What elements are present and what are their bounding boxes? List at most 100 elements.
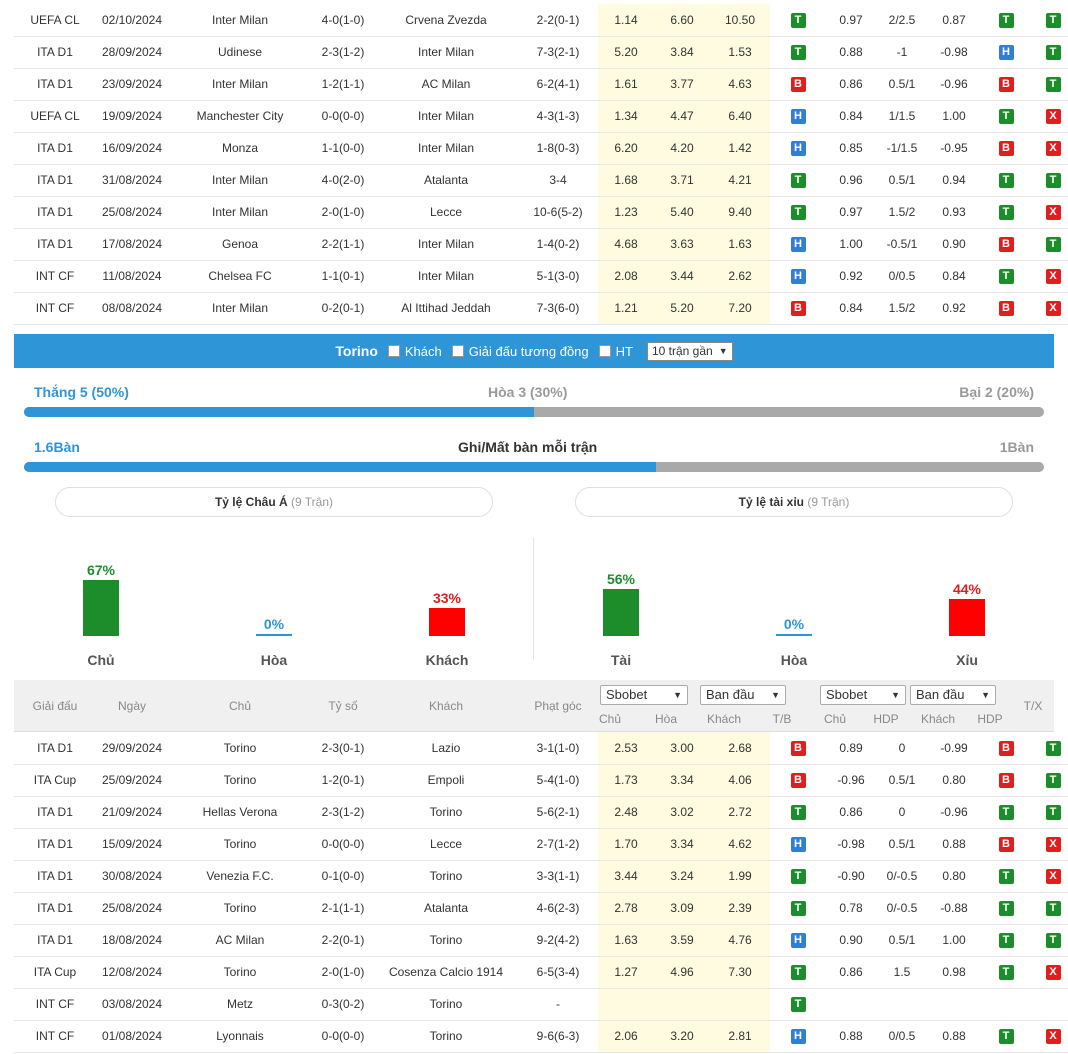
hdp-home-cell: -0.96 <box>826 764 876 797</box>
home-team-cell[interactable]: Genoa <box>168 228 312 261</box>
home-team-cell[interactable]: Torino <box>168 732 312 765</box>
bookmaker-select-2[interactable]: Sbobet ▼ <box>820 685 906 705</box>
bookmaker-select-1[interactable]: Sbobet ▼ <box>600 685 688 705</box>
odds-away-cell: 6.40 <box>710 100 770 133</box>
table-row[interactable]: ITA D1 21/09/2024 Hellas Verona 2-3(1-2) Tor… <box>14 796 1068 829</box>
table-row[interactable]: ITA D1 30/08/2024 Venezia F.C. 0-1(0-0) Tori… <box>14 860 1068 893</box>
away-team-cell[interactable]: Atalanta <box>374 892 518 925</box>
table-row[interactable]: ITA D1 23/09/2024 Inter Milan 1-2(1-1) AC Mi… <box>14 68 1068 101</box>
away-team-cell[interactable]: Inter Milan <box>374 36 518 69</box>
away-team-cell[interactable]: Lecce <box>374 828 518 861</box>
corners-cell: 3-3(1-1) <box>518 860 598 893</box>
hdp-away-cell: -0.96 <box>928 796 980 829</box>
result-badge-cell: T <box>770 4 826 37</box>
odds-home-cell: 1.14 <box>598 4 654 37</box>
home-team-cell[interactable]: Metz <box>168 988 312 1021</box>
hdp-home-cell: 0.84 <box>826 100 876 133</box>
hdp-line-cell: 0/-0.5 <box>876 860 928 893</box>
away-team-cell[interactable]: Inter Milan <box>374 100 518 133</box>
away-checkbox[interactable]: Khách <box>387 344 442 359</box>
hdp-line-cell: 0 <box>876 732 928 765</box>
asian-away-pct: 33% <box>432 590 462 606</box>
away-team-cell[interactable]: Torino <box>374 988 518 1021</box>
hdp-away-cell: 0.98 <box>928 956 980 989</box>
odds-mode-select-1[interactable]: Ban đầu ▼ <box>700 685 786 705</box>
home-team-cell[interactable]: Inter Milan <box>168 68 312 101</box>
table-row[interactable]: ITA D1 17/08/2024 Genoa 2-2(1-1) Inter Milan… <box>14 228 1068 261</box>
away-team-cell[interactable]: Atalanta <box>374 164 518 197</box>
corners-cell: 3-4 <box>518 164 598 197</box>
home-team-cell[interactable]: Inter Milan <box>168 292 312 325</box>
away-team-cell[interactable]: Lecce <box>374 196 518 229</box>
table-row[interactable]: ITA D1 15/09/2024 Torino 0-0(0-0) Lecce 2-7(1… <box>14 828 1068 861</box>
away-team-cell[interactable]: Torino <box>374 860 518 893</box>
table-row[interactable]: UEFA CL 02/10/2024 Inter Milan 4-0(1-0) Crve… <box>14 4 1068 37</box>
home-team-cell[interactable]: Inter Milan <box>168 164 312 197</box>
away-team-cell[interactable]: Inter Milan <box>374 260 518 293</box>
home-team-cell[interactable]: Torino <box>168 828 312 861</box>
date-cell: 01/08/2024 <box>96 1020 168 1053</box>
ou-result-cell <box>1032 988 1068 1021</box>
table-row[interactable]: INT CF 01/08/2024 Lyonnais 0-0(0-0) Torino 9-… <box>14 1020 1068 1053</box>
away-team-cell[interactable]: AC Milan <box>374 68 518 101</box>
table-row[interactable]: ITA D1 16/09/2024 Monza 1-1(0-0) Inter Milan… <box>14 132 1068 165</box>
away-team-cell[interactable]: Inter Milan <box>374 132 518 165</box>
home-team-cell[interactable]: Torino <box>168 764 312 797</box>
ht-checkbox[interactable]: HT <box>598 344 633 359</box>
home-team-cell[interactable]: Inter Milan <box>168 196 312 229</box>
same-league-checkbox[interactable]: Giải đấu tương đồng <box>451 343 589 359</box>
table-row[interactable]: ITA D1 25/08/2024 Torino 2-1(1-1) Atalanta 4-… <box>14 892 1068 925</box>
home-team-cell[interactable]: Monza <box>168 132 312 165</box>
result-badge: T <box>790 901 806 916</box>
result-badge: T <box>1045 933 1061 948</box>
table-row[interactable]: ITA D1 29/09/2024 Torino 2-3(0-1) Lazio 3-1(1… <box>14 732 1068 765</box>
away-team-cell[interactable]: Empoli <box>374 764 518 797</box>
home-team-cell[interactable]: AC Milan <box>168 924 312 957</box>
checkbox-box[interactable] <box>451 345 464 357</box>
date-cell: 30/08/2024 <box>96 860 168 893</box>
checkbox-box[interactable] <box>598 345 611 357</box>
home-team-cell[interactable]: Lyonnais <box>168 1020 312 1053</box>
away-team-cell[interactable]: Al Ittihad Jeddah <box>374 292 518 325</box>
home-team-cell[interactable]: Torino <box>168 956 312 989</box>
odds-home-cell: 1.23 <box>598 196 654 229</box>
table-row[interactable]: ITA D1 28/09/2024 Udinese 2-3(1-2) Inter Mil… <box>14 36 1068 69</box>
match-count-select[interactable]: 10 trận gần ▼ <box>646 341 733 361</box>
table-row[interactable]: ITA Cup 12/08/2024 Torino 2-0(1-0) Cosenza C… <box>14 956 1068 989</box>
odds-home-cell: 1.21 <box>598 292 654 325</box>
score-cell: 2-1(1-1) <box>312 892 374 925</box>
home-team-cell[interactable]: Udinese <box>168 36 312 69</box>
odds-mode-select-2[interactable]: Ban đầu ▼ <box>910 685 996 705</box>
corners-cell: 5-1(3-0) <box>518 260 598 293</box>
away-team-cell[interactable]: Lazio <box>374 732 518 765</box>
away-team-cell[interactable]: Torino <box>374 796 518 829</box>
table-row[interactable]: INT CF 08/08/2024 Inter Milan 0-2(0-1) Al It… <box>14 292 1068 325</box>
asian-handicap-pill[interactable]: Tỷ lệ Châu Á (9 Trận) <box>55 487 493 517</box>
away-team-cell[interactable]: Cosenza Calcio 1914 <box>374 956 518 989</box>
away-team-cell[interactable]: Torino <box>374 1020 518 1053</box>
checkbox-box[interactable] <box>387 345 400 357</box>
table-row[interactable]: ITA D1 25/08/2024 Inter Milan 2-0(1-0) Lecce… <box>14 196 1068 229</box>
same-league-checkbox-label: Giải đấu tương đồng <box>468 343 589 359</box>
over-under-pill[interactable]: Tỷ lệ tài xỉu (9 Trận) <box>575 487 1013 517</box>
home-team-cell[interactable]: Hellas Verona <box>168 796 312 829</box>
table-row[interactable]: ITA Cup 25/09/2024 Torino 1-2(0-1) Empoli 5-4… <box>14 764 1068 797</box>
away-team-cell[interactable]: Inter Milan <box>374 228 518 261</box>
loss-summary: Bại 2 (20%) <box>959 384 1034 400</box>
away-team-cell[interactable]: Torino <box>374 924 518 957</box>
away-team-cell[interactable]: Crvena Zvezda <box>374 4 518 37</box>
home-team-cell[interactable]: Manchester City <box>168 100 312 133</box>
asian-home-column: 67% Chủ <box>61 538 141 668</box>
table-row[interactable]: UEFA CL 19/09/2024 Manchester City 0-0(0-0)… <box>14 100 1068 133</box>
corners-cell: 4-3(1-3) <box>518 100 598 133</box>
home-team-cell[interactable]: Chelsea FC <box>168 260 312 293</box>
table-row[interactable]: INT CF 03/08/2024 Metz 0-3(0-2) Torino - T <box>14 988 1068 1021</box>
table-row[interactable]: INT CF 11/08/2024 Chelsea FC 1-1(0-1) Inter … <box>14 260 1068 293</box>
table-row[interactable]: ITA D1 31/08/2024 Inter Milan 4-0(2-0) Atala… <box>14 164 1068 197</box>
ou-count: (9 Trận) <box>807 495 850 509</box>
table-row[interactable]: ITA D1 18/08/2024 AC Milan 2-2(0-1) Torino 9-… <box>14 924 1068 957</box>
home-team-cell[interactable]: Torino <box>168 892 312 925</box>
hdp-line-cell: 1.5 <box>876 956 928 989</box>
home-team-cell[interactable]: Venezia F.C. <box>168 860 312 893</box>
home-team-cell[interactable]: Inter Milan <box>168 4 312 37</box>
